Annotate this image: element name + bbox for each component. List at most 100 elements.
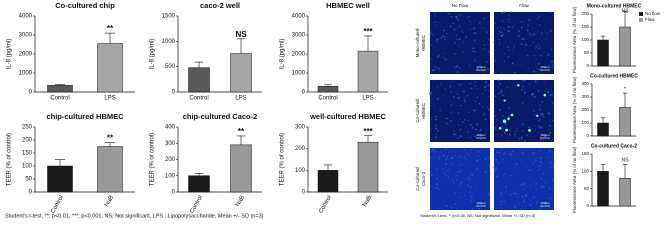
speck bbox=[534, 55, 536, 57]
speck bbox=[445, 170, 448, 173]
speck bbox=[523, 189, 525, 191]
speck bbox=[494, 169, 497, 172]
x-tick-label: NaB bbox=[104, 195, 115, 208]
speck bbox=[535, 45, 538, 48]
footnote: Student's t-test, *; p<0.05, NS; Not sig… bbox=[420, 213, 536, 218]
y-tick-label: 2000 bbox=[19, 52, 33, 58]
speck bbox=[469, 82, 472, 85]
speck bbox=[544, 135, 547, 138]
speck bbox=[466, 95, 469, 97]
speck bbox=[454, 42, 456, 44]
speck bbox=[468, 137, 470, 139]
speck bbox=[544, 81, 546, 83]
speck bbox=[436, 174, 438, 176]
speck bbox=[519, 202, 521, 204]
speck bbox=[442, 154, 445, 157]
speck bbox=[487, 200, 489, 202]
speck bbox=[458, 165, 460, 167]
speck bbox=[496, 120, 498, 122]
speck bbox=[545, 52, 547, 54]
speck bbox=[488, 205, 491, 207]
speck bbox=[526, 134, 528, 136]
speck bbox=[501, 90, 503, 93]
legend-label: No flow bbox=[645, 11, 661, 16]
speck bbox=[499, 91, 502, 94]
speck bbox=[508, 107, 510, 110]
y-axis-label: TEER (% of control) bbox=[7, 133, 13, 186]
speck bbox=[500, 200, 503, 203]
speck bbox=[520, 43, 523, 45]
speck bbox=[468, 19, 470, 22]
speck bbox=[503, 53, 506, 55]
speck bbox=[457, 97, 460, 100]
speck bbox=[501, 94, 504, 96]
speck bbox=[454, 133, 457, 136]
speck bbox=[495, 168, 497, 170]
speck bbox=[552, 119, 554, 122]
speck bbox=[482, 40, 484, 42]
y-axis-label: Fluorescence Area (% of no flow) bbox=[572, 146, 577, 213]
speck bbox=[524, 194, 527, 197]
chart-title: Co-cultured HBMEC bbox=[590, 73, 638, 79]
y-tick-label: 0 bbox=[172, 90, 176, 96]
speck bbox=[527, 24, 529, 27]
speck bbox=[539, 108, 541, 111]
speck bbox=[434, 150, 436, 153]
speck bbox=[464, 156, 466, 158]
speck bbox=[553, 160, 555, 163]
speck bbox=[534, 80, 537, 83]
speck bbox=[535, 188, 538, 190]
speck bbox=[467, 176, 470, 178]
speck bbox=[550, 93, 553, 96]
speck bbox=[510, 194, 512, 196]
speck bbox=[540, 186, 543, 188]
speck bbox=[537, 43, 540, 46]
speck bbox=[452, 182, 455, 184]
speck bbox=[449, 13, 451, 15]
speck bbox=[552, 108, 554, 110]
speck bbox=[543, 139, 545, 141]
speck bbox=[449, 25, 452, 28]
speck bbox=[447, 13, 450, 15]
speck bbox=[487, 68, 490, 71]
speck bbox=[530, 44, 532, 47]
bar bbox=[317, 170, 339, 193]
micrograph bbox=[494, 80, 554, 142]
y-axis-label: Fluorescence Area (% of no flow) bbox=[572, 76, 577, 143]
speck bbox=[547, 53, 550, 56]
y-tick-label: 200 bbox=[581, 107, 589, 112]
speck bbox=[474, 85, 477, 87]
speck bbox=[475, 188, 477, 190]
speck bbox=[458, 25, 461, 28]
speck bbox=[432, 69, 434, 72]
speck bbox=[445, 33, 448, 35]
speck bbox=[429, 93, 432, 96]
speck bbox=[438, 188, 440, 191]
speck bbox=[469, 28, 471, 30]
significance: *** bbox=[363, 127, 373, 136]
speck bbox=[502, 115, 504, 117]
speck bbox=[538, 24, 541, 26]
y-tick-label: 300 bbox=[165, 141, 176, 147]
speck bbox=[533, 124, 535, 126]
speck bbox=[462, 31, 464, 34]
speck bbox=[473, 31, 476, 34]
speck bbox=[468, 15, 471, 18]
bar bbox=[188, 67, 210, 93]
speck bbox=[513, 192, 516, 195]
y-tick-label: 300 bbox=[581, 94, 589, 99]
speck bbox=[438, 68, 441, 70]
speck bbox=[447, 176, 450, 178]
speck bbox=[450, 15, 453, 18]
speck bbox=[494, 128, 496, 131]
speck bbox=[466, 130, 469, 133]
speck bbox=[534, 48, 536, 50]
speck bbox=[486, 31, 489, 33]
speck bbox=[522, 79, 524, 82]
speck bbox=[437, 157, 439, 159]
speck bbox=[539, 118, 541, 120]
speck bbox=[532, 162, 534, 164]
chart-title: chip-cultured Caco-2 bbox=[183, 112, 258, 121]
y-tick-label: 50 bbox=[584, 186, 590, 191]
speck bbox=[525, 185, 527, 187]
